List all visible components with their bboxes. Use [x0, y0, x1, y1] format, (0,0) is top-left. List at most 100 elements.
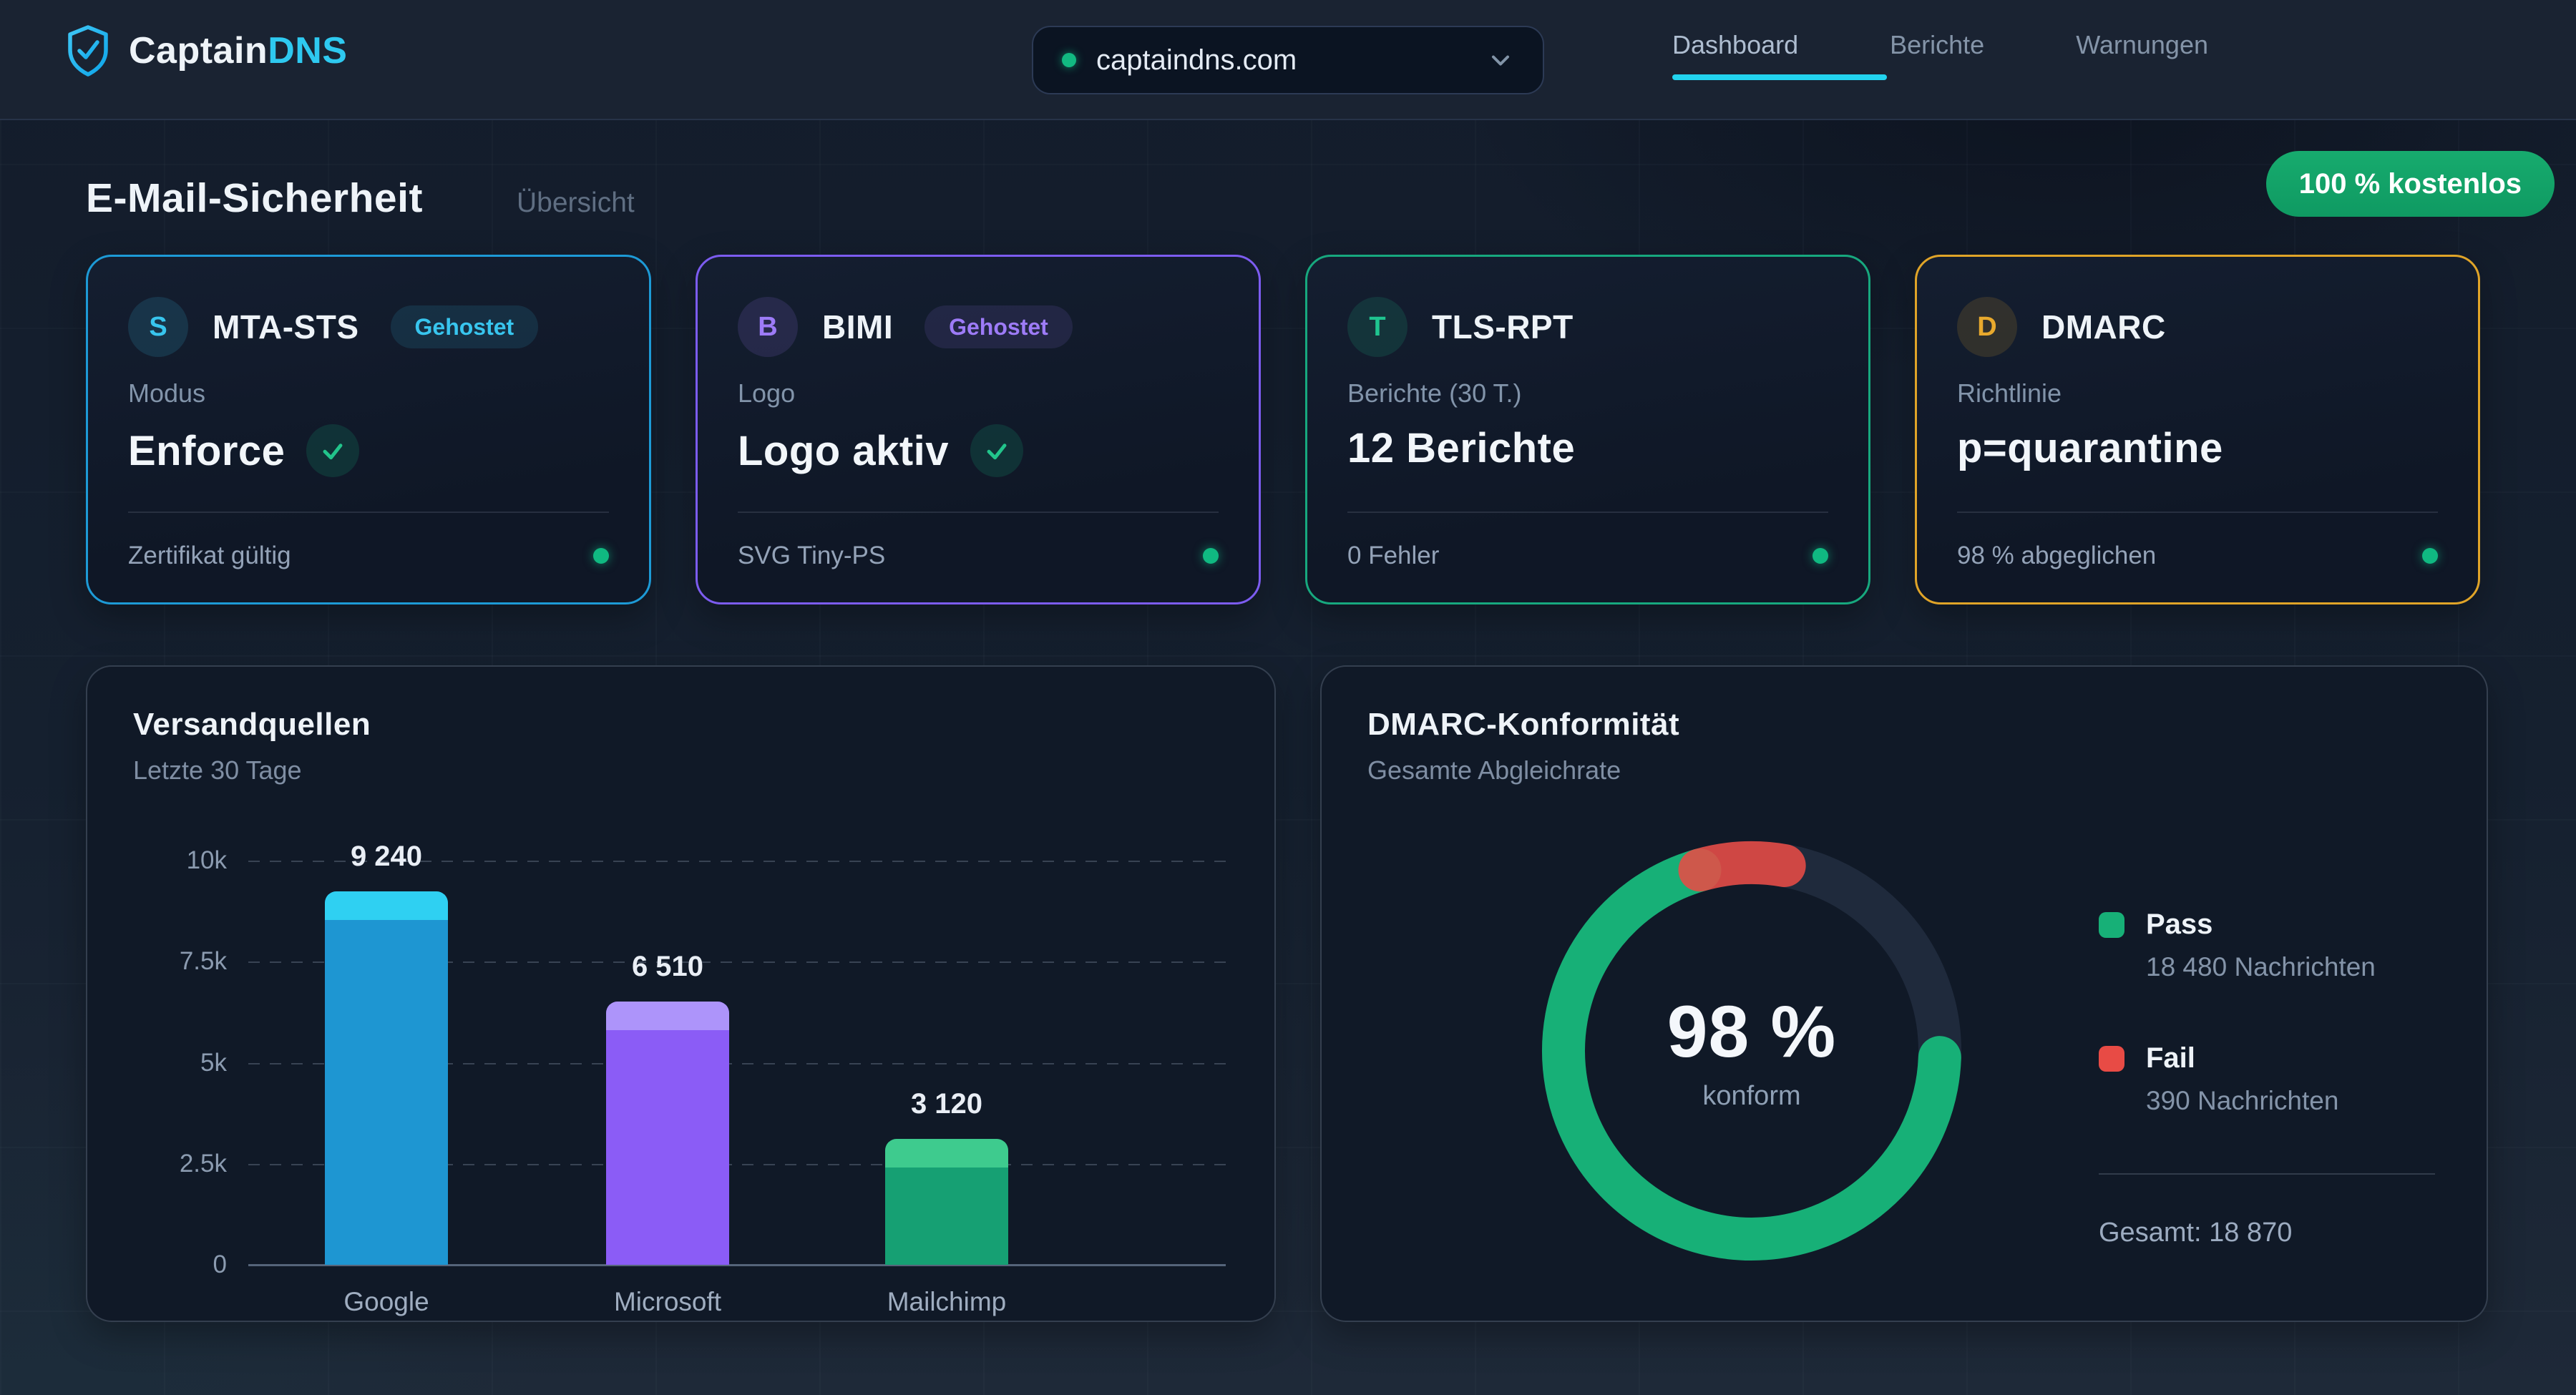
- donut-percentage-caption: konform: [1702, 1081, 1801, 1111]
- nav-active-underline: [1672, 74, 1887, 80]
- fail-swatch: [2099, 1045, 2124, 1072]
- bar-chart-panel: Versandquellen Letzte 30 Tage 10k 7.5k 5…: [86, 665, 1276, 1322]
- status-card-mta-sts: S MTA-STS Gehostet Modus Enforce Zertifi…: [86, 255, 651, 604]
- status-card-tls-rpt: T TLS-RPT Berichte (30 T.) 12 Berichte 0…: [1305, 255, 1870, 604]
- mta-sts-icon: S: [128, 297, 188, 357]
- dmarc-icon: D: [1957, 297, 2017, 357]
- donut-chart-subtitle: Gesamte Abgleichrate: [1367, 755, 1621, 785]
- bar-category-label: Mailchimp: [887, 1287, 1007, 1316]
- free-badge: 100 % kostenlos: [2265, 151, 2555, 217]
- tls-rpt-icon: T: [1347, 297, 1407, 357]
- legend-detail: 18 480 Nachrichten: [2146, 952, 2376, 982]
- status-ok-dot: [593, 548, 609, 564]
- legend-name: Pass: [2146, 909, 2213, 940]
- status-ok-dot: [2422, 548, 2438, 564]
- status-cards-row: S MTA-STS Gehostet Modus Enforce Zertifi…: [86, 255, 2480, 604]
- brand-name: CaptainDNS: [129, 30, 348, 72]
- bar-cap: [885, 1139, 1008, 1168]
- shield-check-icon: [66, 24, 110, 77]
- top-header: CaptainDNS captaindns.com Dashboard Beri…: [0, 0, 2576, 120]
- gridline: [248, 1063, 1226, 1064]
- bar-chart-title: Versandquellen: [133, 707, 371, 742]
- bar-value-label: 9 240: [350, 841, 423, 872]
- card-footer-text: 0 Fehler: [1347, 542, 1440, 569]
- card-footer-text: 98 % abgeglichen: [1957, 542, 2157, 569]
- gridline: [248, 961, 1226, 963]
- legend-name: Fail: [2146, 1042, 2195, 1074]
- card-label: Modus: [128, 378, 206, 408]
- nav-item-warnungen[interactable]: Warnungen: [2076, 30, 2208, 59]
- bar-column-microsoft: 6 510 Microsoft: [606, 861, 729, 1316]
- donut-chart[interactable]: [1516, 815, 1988, 1287]
- hosted-badge: Gehostet: [390, 305, 539, 348]
- y-tick: 0: [213, 1250, 227, 1278]
- check-icon: [970, 424, 1024, 477]
- card-value: 12 Berichte: [1347, 425, 1576, 471]
- legend-detail: 390 Nachrichten: [2146, 1086, 2339, 1115]
- status-card-bimi: B BIMI Gehostet Logo Logo aktiv SVG Tiny…: [696, 255, 1261, 604]
- divider: [738, 512, 1219, 513]
- legend-divider: [2099, 1173, 2435, 1175]
- card-value: p=quarantine: [1957, 425, 2223, 471]
- y-tick: 10k: [186, 846, 227, 874]
- domain-status-dot: [1062, 53, 1076, 67]
- bar-column-google: 9 240 Google: [325, 841, 448, 1316]
- legend-row-fail: Fail: [2099, 1042, 2435, 1075]
- nav-item-berichte[interactable]: Berichte: [1890, 30, 1985, 59]
- main-nav: Dashboard Berichte Warnungen: [1672, 30, 2208, 60]
- pass-swatch: [2099, 911, 2124, 938]
- donut-legend: Pass 18 480 Nachrichten Fail 390 Nachric…: [2099, 909, 2435, 1248]
- nav-item-dashboard[interactable]: Dashboard: [1672, 30, 1799, 59]
- bimi-icon: B: [738, 297, 798, 357]
- card-value: Logo aktiv: [738, 427, 950, 474]
- page-title: E-Mail-Sicherheit: [86, 175, 423, 221]
- bar-category-label: Google: [343, 1287, 429, 1316]
- bar-column-mailchimp: 3 120 Mailchimp: [885, 861, 1008, 1316]
- card-label: Berichte (30 T.): [1347, 378, 1522, 408]
- chevron-down-icon: [1487, 46, 1514, 74]
- bar-microsoft[interactable]: [606, 1002, 729, 1265]
- page-subtitle: Übersicht: [517, 187, 635, 218]
- bar-mailchimp[interactable]: [885, 1139, 1008, 1265]
- divider: [1347, 512, 1828, 513]
- bar-category-label: Microsoft: [613, 1287, 722, 1316]
- divider: [1957, 512, 2438, 513]
- legend-total: Gesamt: 18 870: [2099, 1218, 2293, 1248]
- status-ok-dot: [1813, 548, 1828, 564]
- donut-center-text: 98 % konform: [1667, 990, 1837, 1112]
- y-tick: 7.5k: [179, 947, 227, 975]
- status-card-dmarc: D DMARC Richtlinie p=quarantine 98 % abg…: [1915, 255, 2480, 604]
- check-icon: [306, 424, 360, 477]
- bar-chart-plot: 10k 7.5k 5k 2.5k 0 9 240 Google 6 510 Mi…: [180, 841, 1226, 1316]
- y-tick: 2.5k: [179, 1150, 227, 1178]
- bar-chart-subtitle: Letzte 30 Tage: [133, 755, 302, 785]
- bar-google[interactable]: [325, 891, 448, 1265]
- x-axis-line: [248, 1264, 1226, 1266]
- y-tick: 5k: [200, 1049, 227, 1077]
- bar-value-label: 6 510: [631, 951, 704, 982]
- status-ok-dot: [1203, 548, 1219, 564]
- brand-logo: CaptainDNS: [66, 24, 347, 77]
- bar-cap: [606, 1002, 729, 1030]
- card-title: TLS-RPT: [1432, 308, 1574, 346]
- donut-chart-panel: DMARC-Konformität Gesamte Abgleichrate 9…: [1320, 665, 2488, 1322]
- bar-cap: [325, 891, 448, 920]
- domain-selector[interactable]: captaindns.com: [1032, 26, 1544, 94]
- card-footer-text: Zertifikat gültig: [128, 542, 291, 569]
- card-footer-text: SVG Tiny-PS: [738, 542, 886, 569]
- domain-selector-value: captaindns.com: [1096, 44, 1297, 76]
- bar-value-label: 3 120: [910, 1088, 983, 1120]
- card-title: DMARC: [2041, 308, 2166, 346]
- gridline: [248, 1164, 1226, 1165]
- donut-chart-title: DMARC-Konformität: [1367, 707, 1680, 742]
- card-label: Richtlinie: [1957, 378, 2062, 408]
- card-title: MTA-STS: [213, 308, 359, 346]
- card-value: Enforce: [128, 427, 286, 474]
- hosted-badge: Gehostet: [924, 305, 1073, 348]
- card-title: BIMI: [822, 308, 894, 346]
- divider: [128, 512, 609, 513]
- donut-percentage: 98 %: [1667, 991, 1837, 1072]
- legend-row-pass: Pass: [2099, 909, 2435, 941]
- card-label: Logo: [738, 378, 796, 408]
- gridline: [248, 861, 1226, 862]
